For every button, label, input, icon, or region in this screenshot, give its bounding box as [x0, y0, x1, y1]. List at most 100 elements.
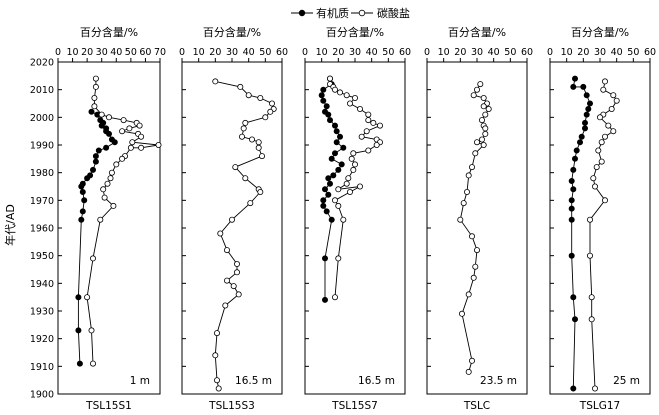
x-tick-label: 70: [154, 47, 166, 58]
data-point: [212, 78, 219, 85]
chart-panels: 0 10 20 30 40 50 60 70百分含量/%1900191019201930194…: [30, 25, 656, 412]
data-point: [91, 95, 98, 102]
data-point: [235, 291, 242, 298]
data-point: [482, 130, 489, 137]
data-point: [577, 139, 584, 146]
data-point: [230, 283, 237, 290]
depth-label-tslc: 23.5 m: [480, 375, 517, 387]
data-point: [238, 133, 245, 140]
x-tick-label: 50: [259, 47, 271, 58]
site-label-tsl15s3: TSL15S3: [208, 400, 255, 412]
data-point: [223, 277, 230, 284]
y-tick-label: 1900: [30, 390, 54, 401]
data-point: [460, 200, 467, 207]
data-point: [119, 128, 126, 135]
data-point: [346, 188, 353, 195]
data-point: [336, 133, 343, 140]
x-tick-label: 0: [55, 47, 61, 58]
data-point: [595, 147, 602, 154]
x-tick-label: 10: [438, 47, 450, 58]
y-tick-label: 1970: [30, 196, 54, 207]
data-point: [237, 83, 244, 90]
data-point: [97, 216, 104, 223]
data-point: [78, 183, 85, 190]
x-tick-label: 50: [504, 47, 516, 58]
data-point: [79, 188, 86, 195]
series-carbonate-tsl15s7: [326, 75, 383, 301]
data-point: [79, 208, 86, 215]
data-point: [84, 294, 91, 301]
site-label-tsl15s1: TSL15S1: [85, 400, 132, 412]
x-tick-label: 0: [424, 47, 430, 58]
x-tick-label: 20: [454, 47, 466, 58]
data-point: [100, 186, 107, 193]
y-tick-label: 1910: [30, 362, 54, 373]
data-point: [610, 128, 617, 135]
data-point: [593, 164, 600, 171]
data-point: [465, 368, 472, 375]
data-point: [320, 97, 327, 104]
y-tick-label: 1980: [30, 168, 54, 179]
data-point: [350, 166, 357, 173]
data-point: [138, 144, 145, 151]
data-point: [90, 166, 97, 173]
data-point: [351, 161, 358, 168]
data-point: [608, 106, 615, 113]
data-point: [106, 114, 113, 121]
series-organic-tsl15s1: [75, 108, 118, 367]
series-carbonate-tsl15s1: [84, 75, 162, 367]
data-point: [213, 377, 220, 384]
data-point: [268, 100, 275, 107]
data-point: [457, 216, 464, 223]
data-point: [325, 175, 332, 182]
y-tick-label: 1940: [30, 279, 54, 290]
data-point: [572, 75, 579, 82]
x-tick-label: 60: [276, 47, 288, 58]
data-point: [257, 188, 264, 195]
data-point: [127, 144, 134, 151]
data-point: [331, 86, 338, 93]
data-point: [257, 95, 264, 102]
data-point: [468, 357, 475, 364]
x-axis-title: 百分含量/%: [571, 25, 629, 39]
data-point: [92, 83, 99, 90]
panel-tslc: 0 10 20 30 40 50 60 百分含量/% TSLC 23.5 m: [424, 25, 533, 412]
data-point: [590, 175, 597, 182]
site-label-tsl15s7: TSL15S7: [331, 400, 378, 412]
data-point: [92, 158, 99, 165]
data-point: [155, 141, 162, 148]
data-point: [111, 139, 118, 146]
data-point: [363, 128, 370, 135]
data-point: [103, 144, 110, 151]
data-point: [472, 263, 479, 270]
panel-frame: [57, 61, 161, 395]
data-point: [600, 86, 607, 93]
data-point: [232, 164, 239, 171]
data-point: [582, 125, 589, 132]
data-point: [331, 197, 338, 204]
data-point: [326, 75, 333, 82]
data-point: [331, 294, 338, 301]
data-point: [90, 255, 97, 262]
data-point: [465, 291, 472, 298]
data-point: [340, 216, 347, 223]
data-point: [482, 111, 489, 118]
data-point: [588, 294, 595, 301]
data-point: [242, 175, 249, 182]
x-tick-label: 20: [81, 47, 93, 58]
data-point: [212, 352, 219, 359]
data-point: [585, 106, 592, 113]
data-point: [343, 92, 350, 99]
x-tick-label: 60: [139, 47, 151, 58]
data-point: [472, 150, 479, 157]
panel-tslg17: 0 10 20 30 40 50 60 百分含量/% TSLG17 25 m: [547, 25, 656, 412]
data-point: [568, 197, 575, 204]
data-point: [572, 316, 579, 323]
x-tick-label: 50: [382, 47, 394, 58]
data-point: [92, 153, 99, 160]
y-tick-label: 2010: [30, 85, 54, 96]
data-point: [458, 310, 465, 317]
data-point: [328, 216, 335, 223]
x-tick-label: 40: [366, 47, 378, 58]
data-point: [605, 122, 612, 129]
